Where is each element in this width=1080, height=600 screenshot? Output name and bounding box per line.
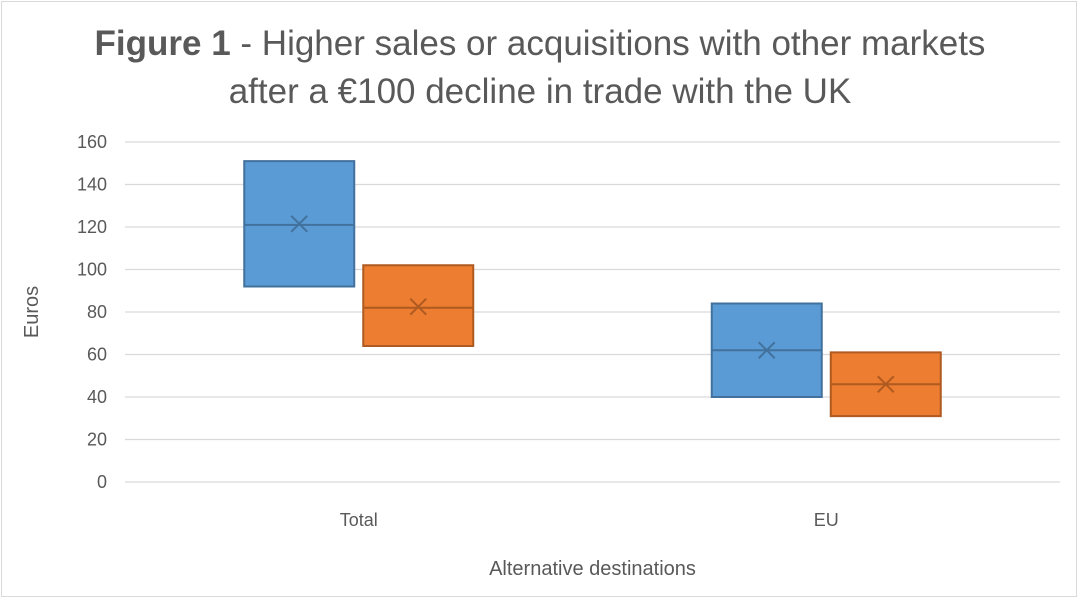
mean-marker — [877, 375, 895, 393]
mean-marker — [758, 341, 776, 359]
y-tick-label: 140 — [77, 175, 107, 195]
y-tick-label: 100 — [77, 260, 107, 280]
x-tick-label: EU — [814, 510, 839, 530]
chart-title-line-2: after a €100 decline in trade with the U… — [228, 72, 852, 111]
mean-marker — [409, 297, 427, 316]
y-tick-label: 20 — [87, 430, 107, 450]
chart-title-line-1: Figure 1 - Higher sales or acquisitions … — [0, 22, 1080, 66]
y-tick-label: 160 — [77, 132, 107, 152]
chart-title-bold: Figure 1 — [94, 24, 231, 63]
y-tick-label: 120 — [77, 217, 107, 237]
y-tick-label: 40 — [87, 387, 107, 407]
y-tick-label: 60 — [87, 345, 107, 365]
y-tick-label: 80 — [87, 302, 107, 322]
chart-title-rest: - Higher sales or acquisitions with othe… — [230, 24, 986, 63]
y-axis-title: Euros — [21, 286, 43, 338]
y-tick-label: 0 — [97, 472, 107, 492]
x-tick-label: Total — [340, 510, 378, 530]
mean-marker — [290, 215, 308, 233]
x-axis-title: Alternative destinations — [489, 558, 696, 580]
